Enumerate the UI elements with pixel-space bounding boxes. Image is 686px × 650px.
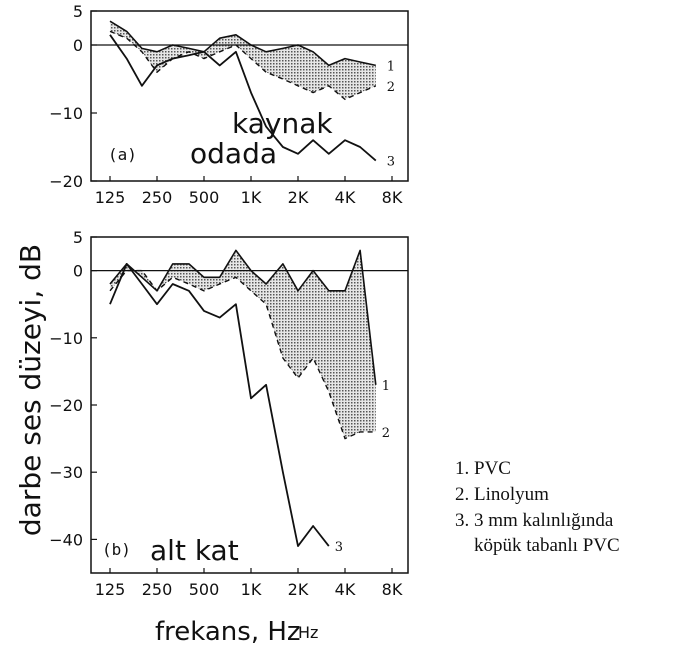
panel-a-series-1-line [109, 20, 376, 67]
legend-item-3-cont: köpük tabanlı PVC [474, 535, 620, 556]
panel-b-ytick-label: 0 [73, 262, 83, 281]
panel-b-xtick-label: 250 [142, 580, 173, 599]
panel-b-annotation: alt kat [150, 534, 239, 567]
panel-b-xtick-label: 500 [189, 580, 220, 599]
panel-b-ytick-label: −30 [49, 463, 83, 482]
panel-a-ytick-label: −10 [49, 104, 83, 123]
panel-a-xtick-label: 250 [142, 188, 173, 207]
legend: 1. PVC 2. Linolyum 3. 3 mm kalınlığında … [455, 458, 620, 556]
y-axis-label: darbe ses düzeyi, dB [14, 244, 47, 536]
panel-a-frame [90, 10, 409, 182]
panel-b-ytick-label: 5 [73, 228, 83, 247]
panel-a-shaded-band [110, 21, 376, 100]
panel-a-xtick-label: 125 [95, 188, 126, 207]
panel-b-series-2-line [109, 269, 376, 440]
panel-b-tag: (b) [102, 540, 131, 559]
panel-a-annotation-line1: kaynak [232, 107, 333, 140]
panel-a-xtick-label: 500 [189, 188, 220, 207]
panel-b-ytick-label: −40 [49, 530, 83, 549]
panel-a-series-1-label: 1 [387, 59, 395, 74]
panel-a-xtick-label: 8K [382, 188, 403, 207]
panel-a-series-3-line [109, 34, 377, 162]
panel-b-xtick-label: 125 [95, 580, 126, 599]
panel-b-ytick-label: −10 [49, 329, 83, 348]
panel-a-series-2-line [109, 30, 377, 101]
panel-a-series-3-label: 3 [387, 155, 395, 170]
panel-b-series-3-label: 3 [335, 540, 343, 555]
panel-a: 1 2 3 5 0 −10 −20 125 250 500 1K 2K 4K 8K kaynak od… [49, 2, 409, 207]
panel-b-series-2-label: 2 [382, 426, 390, 441]
legend-item-3: 3. 3 mm kalınlığında [455, 510, 614, 531]
panel-b-series-1-label: 1 [382, 379, 390, 394]
panel-a-ytick-label: −20 [49, 172, 83, 191]
panel-b-xtick-label: 2K [288, 580, 309, 599]
panel-b-shaded-band [110, 250, 376, 439]
x-axis-label-extra: Hz [298, 623, 318, 642]
x-axis-label: frekans, Hz [155, 617, 301, 647]
panel-a-ytick-label: 0 [73, 36, 83, 55]
panel-a-annotation-line2: odada [190, 137, 277, 170]
panel-a-tag: (a) [108, 145, 137, 164]
panel-b-series-3-line [109, 262, 330, 547]
panel-b-ytick-label: −20 [49, 396, 83, 415]
panel-b-xtick-label: 4K [335, 580, 356, 599]
panel-a-series-2-label: 2 [387, 80, 395, 95]
panel-a-xtick-label: 2K [288, 188, 309, 207]
panel-b: 1 2 3 5 0 −10 −20 −30 −40 125 250 500 1K 2K 4K 8K alt… [49, 228, 409, 599]
panel-a-xtick-label: 4K [335, 188, 356, 207]
panel-b-xtick-label: 1K [241, 580, 262, 599]
legend-item-1: 1. PVC [455, 458, 511, 479]
legend-item-2: 2. Linolyum [455, 484, 549, 505]
panel-a-xtick-label: 1K [241, 188, 262, 207]
panel-b-xtick-label: 8K [382, 580, 403, 599]
panel-a-ytick-label: 5 [73, 2, 83, 21]
